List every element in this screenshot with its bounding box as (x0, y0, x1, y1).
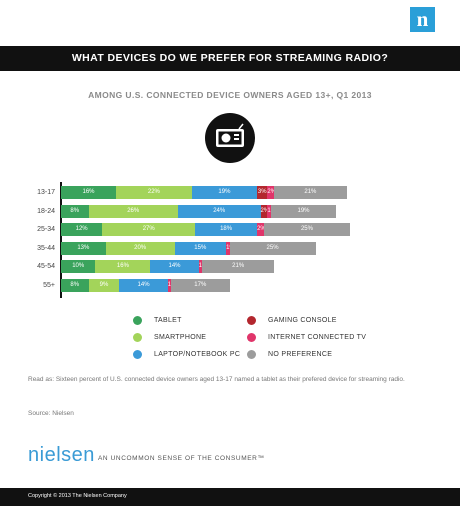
bar-segment (274, 186, 347, 199)
bar-segment (88, 204, 178, 218)
bar-value-label: 14% (137, 281, 150, 288)
legend-label-no-preference: NO PREFERENCE (268, 351, 333, 358)
bar-value-label: 24% (213, 207, 226, 214)
bar-value-label: 22% (147, 189, 160, 195)
chart-subtitle: AMONG U.S. CONNECTED DEVICE OWNERS AGED … (88, 90, 372, 100)
bar-value-label: 20% (134, 244, 147, 251)
bar-segment (202, 260, 275, 273)
legend-swatch-no-preference (247, 350, 256, 359)
bar-segment (167, 278, 172, 292)
bar-segment (226, 241, 230, 255)
legend-swatch-tablet (133, 316, 142, 325)
bar-segment (267, 204, 271, 218)
footer-bar: Copyright © 2013 The Nielsen Company (0, 488, 460, 506)
legend-item-smartphone: SMARTPHONE (133, 333, 206, 342)
bar-value-label: 17% (194, 281, 207, 288)
bar-value-label: 18% (220, 226, 233, 232)
bar-value-label: 8% (70, 281, 80, 288)
row-label: 25-34 (37, 226, 55, 233)
bar-value-label: 10% (72, 263, 85, 269)
legend-swatch-gaming-console (247, 316, 256, 325)
bar-value-label: 25% (300, 226, 313, 232)
bar-segment (260, 204, 268, 218)
nielsen-wordmark: nielsen (28, 444, 95, 466)
bar-segment (119, 278, 168, 292)
tagline: AN UNCOMMON SENSE OF THE CONSUMER™ (98, 455, 265, 462)
row-label: 35-44 (37, 244, 55, 252)
bar-value-label: 14% (168, 263, 181, 269)
bar-value-label: 15% (194, 244, 207, 251)
bar-segment (263, 223, 350, 236)
bar-value-label: 12% (75, 226, 88, 232)
bar-value-label: 21% (232, 263, 245, 269)
legend-swatch-smartphone (133, 333, 142, 342)
bar-segment (171, 278, 230, 292)
chart-title: WHAT DEVICES DO WE PREFER FOR STREAMING … (0, 46, 460, 71)
bar-segment (102, 223, 196, 236)
legend-item-gaming-console: GAMING CONSOLE (247, 316, 337, 325)
bar-value-label: 21% (304, 189, 317, 195)
bar-value-label: 16% (116, 263, 129, 269)
row-label: 13-17 (37, 189, 55, 196)
bar-value-label: 9% (99, 281, 109, 288)
bar-segment (61, 260, 96, 273)
bar-segment (61, 241, 106, 255)
bar-segment (191, 186, 258, 199)
legend-label-gaming-console: GAMING CONSOLE (268, 317, 337, 324)
row-label: 55+ (43, 281, 55, 289)
bar-segment (198, 260, 203, 273)
bar-segment (61, 223, 103, 236)
bar-segment (257, 223, 264, 236)
legend-label-connected-tv: INTERNET CONNECTED TV (268, 334, 367, 341)
legend-label-laptop: LAPTOP/NOTEBOOK PC (154, 351, 241, 358)
bar-segment (61, 186, 117, 199)
bar-segment (88, 278, 120, 292)
bar-segment (267, 186, 275, 199)
legend-swatch-laptop (133, 350, 142, 359)
bar-segment (61, 204, 89, 218)
bar-value-label: 16% (82, 189, 95, 195)
read-as-note: Read as: Sixteen percent of U.S. connect… (28, 376, 405, 383)
bar-value-label: 2% (260, 207, 270, 214)
bar-value-label: 13% (77, 244, 90, 251)
legend-label-tablet: TABLET (154, 317, 182, 324)
source-note: Source: Nielsen (28, 410, 74, 417)
bar-segment (95, 260, 151, 273)
bar-value-label: 3% (257, 189, 267, 195)
bar-value-label: 2% (257, 226, 266, 232)
bar-segment (61, 278, 89, 292)
bar-value-label: 8% (70, 207, 80, 214)
bar-segment (150, 260, 199, 273)
bar-segment (195, 223, 258, 236)
bar-segment (116, 186, 192, 199)
legend-item-tablet: TABLET (133, 316, 182, 325)
bar-segment (270, 204, 337, 218)
bar-value-label: 19% (218, 189, 231, 195)
radio-icon (205, 113, 255, 163)
bar-value-label: 26% (127, 207, 140, 214)
legend-label-smartphone: SMARTPHONE (154, 334, 207, 341)
bar-segment (257, 186, 268, 199)
bar-value-label: 19% (297, 207, 310, 214)
nielsen-logo-badge: n (410, 7, 435, 32)
legend-item-laptop: LAPTOP/NOTEBOOK PC (133, 350, 240, 359)
bar-value-label: 25% (266, 244, 279, 251)
row-label: 45-54 (37, 263, 55, 270)
bar-segment (177, 204, 261, 218)
row-label: 18-24 (37, 207, 55, 215)
chart-axis-line (60, 182, 62, 298)
bar-value-label: 27% (142, 226, 155, 232)
copyright-text: Copyright © 2013 The Nielsen Company (28, 493, 127, 499)
legend-item-connected-tv: INTERNET CONNECTED TV (247, 333, 366, 342)
bar-value-label: 2% (267, 189, 277, 195)
bar-segment (105, 241, 175, 255)
legend-item-no-preference: NO PREFERENCE (247, 350, 332, 359)
logo-letter: n (416, 7, 429, 31)
bar-segment (229, 241, 316, 255)
legend-swatch-connected-tv (247, 333, 256, 342)
bar-segment (174, 241, 227, 255)
